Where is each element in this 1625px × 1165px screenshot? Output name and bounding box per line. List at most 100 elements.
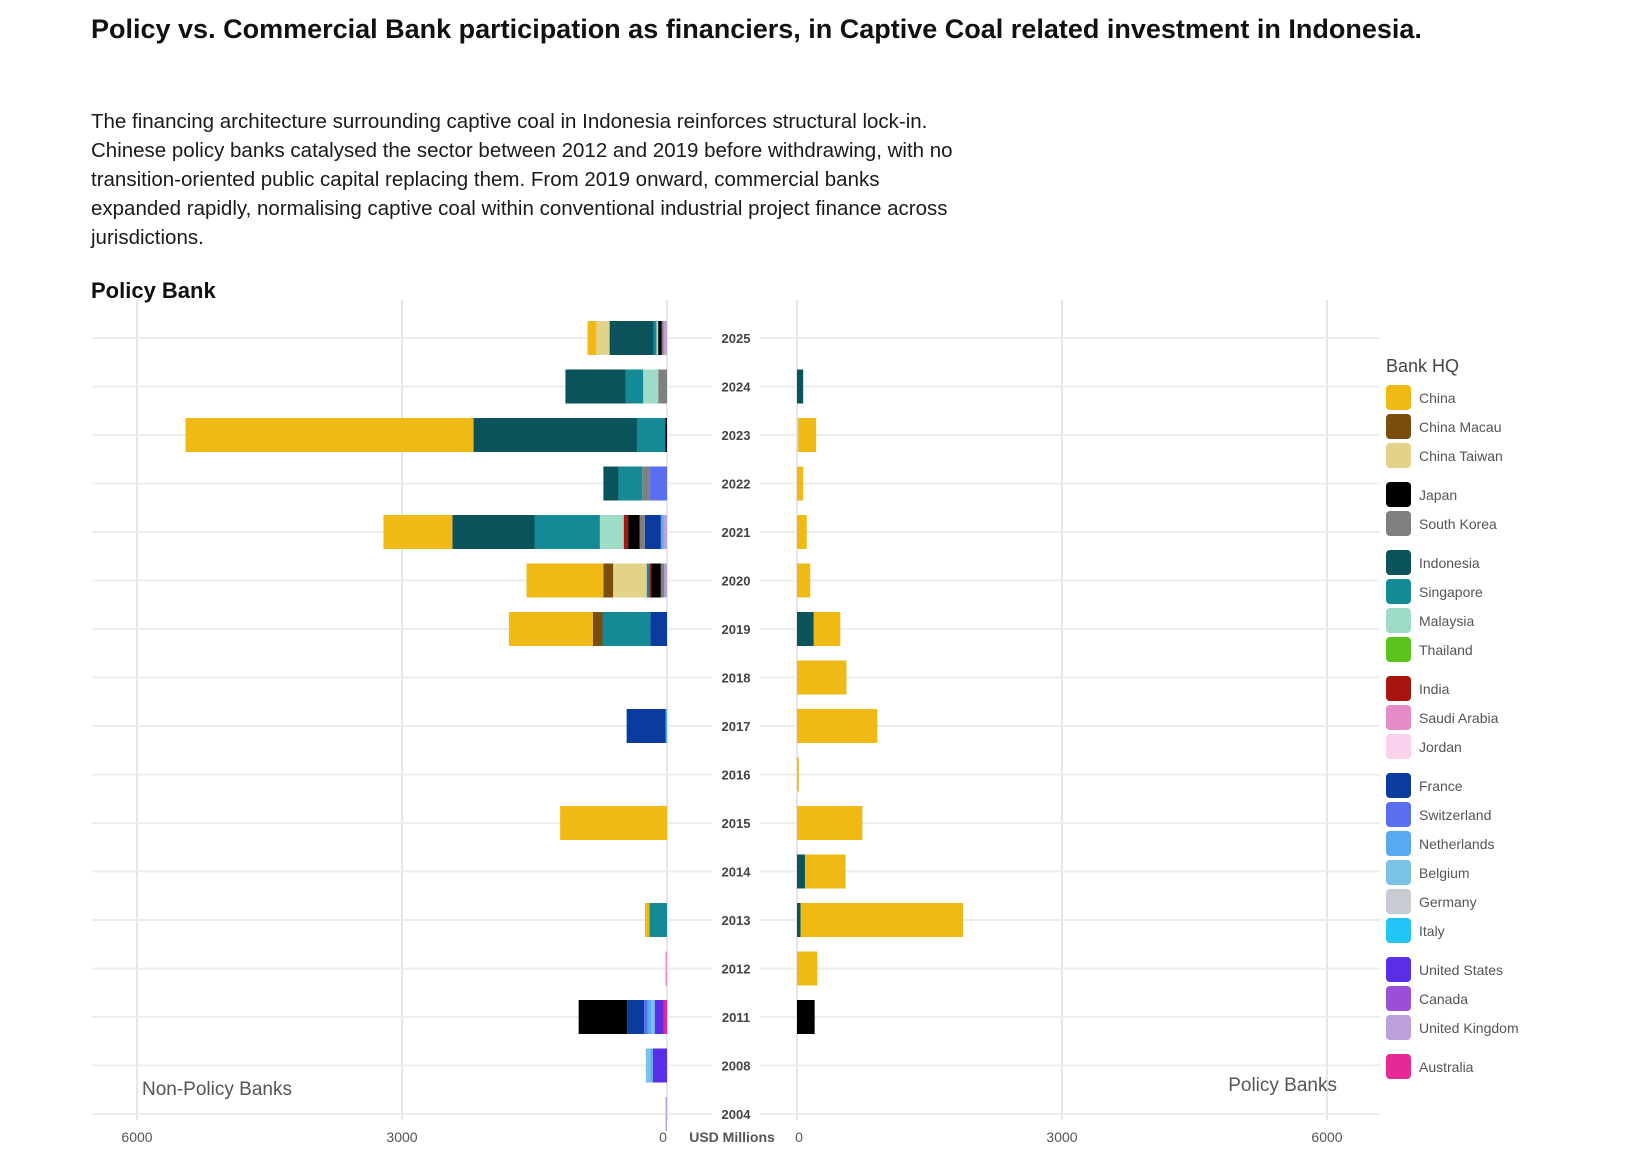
legend-item: Italy: [1386, 916, 1606, 945]
legend-swatch: [1386, 986, 1411, 1011]
bar-segment-non-policy-indonesia: [473, 418, 637, 452]
bar-segment-policy-china: [798, 418, 817, 452]
bar-segment-non-policy-singapore: [649, 903, 667, 937]
bar-segment-non-policy-singapore: [636, 418, 666, 452]
bar-segment-non-policy-australia: [663, 1000, 667, 1034]
bar-segment-non-policy-malaysia: [656, 321, 659, 355]
bar-segment-non-policy-china: [587, 321, 597, 355]
section-label: Policy Bank: [91, 278, 216, 303]
bar-segment-non-policy-singapore: [646, 563, 650, 598]
legend-label: Malaysia: [1419, 612, 1475, 629]
bar-segment-non-policy-china-taiwan: [613, 563, 647, 598]
bar-segment-policy-china: [813, 612, 841, 646]
year-label: 2025: [722, 331, 751, 346]
bar-segment-non-policy-japan: [665, 418, 667, 452]
legend-swatch: [1386, 637, 1411, 662]
bar-segment-policy-indonesia: [797, 854, 805, 889]
year-label: 2012: [722, 962, 751, 977]
axis-ticks: 6000 3000 0 0 3000 6000: [121, 1129, 1342, 1145]
legend-swatch: [1386, 1015, 1411, 1040]
legend-item: United States: [1386, 955, 1606, 984]
year-label: 2004: [722, 1107, 752, 1122]
year-label: 2022: [722, 477, 751, 492]
bar-segment-policy-china: [797, 515, 807, 549]
bar-segment-non-policy-indonesia: [609, 321, 654, 355]
year-label: 2017: [722, 719, 751, 734]
bar-segment-policy-china: [797, 806, 863, 840]
bar-segment-non-policy-japan: [651, 563, 661, 598]
bar-segment-non-policy-china: [383, 515, 453, 549]
bar-segment-non-policy-indonesia: [603, 466, 619, 501]
x-tick-label: 6000: [121, 1129, 152, 1145]
bar-segment-non-policy-china: [560, 806, 667, 840]
bar-segment-non-policy-south-korea: [661, 321, 664, 355]
legend-label: United States: [1419, 961, 1504, 978]
bar-segment-non-policy-japan: [628, 515, 640, 549]
legend-item: Netherlands: [1386, 829, 1606, 858]
legend-swatch: [1386, 550, 1411, 575]
bar-segment-non-policy-france: [627, 1000, 645, 1034]
bar-segment-non-policy-south-korea: [642, 466, 650, 501]
bar-segment-non-policy-india: [649, 563, 652, 598]
legend-item: Canada: [1386, 984, 1606, 1013]
year-label: 2011: [722, 1010, 750, 1025]
legend-label: Saudi Arabia: [1419, 709, 1499, 726]
bar-segment-non-policy-south-korea: [658, 369, 667, 404]
bar-segment-non-policy-singapore: [653, 321, 657, 355]
year-labels: 2025 2024 2023 2022 2021 2020 2019 2018 2017 2016…: [722, 331, 752, 1122]
legend-item: France: [1386, 771, 1606, 800]
x-axis-label: USD Millions: [689, 1129, 775, 1145]
bar-segment-policy-china: [797, 951, 818, 986]
legend-label: Japan: [1419, 486, 1458, 503]
legend-item: Thailand: [1386, 635, 1606, 664]
legend-swatch: [1386, 482, 1411, 507]
legend-swatch: [1386, 734, 1411, 759]
legend-item: United Kingdom: [1386, 1013, 1606, 1042]
legend-item: South Korea: [1386, 509, 1606, 538]
bar-segment-non-policy-singapore: [602, 612, 651, 646]
bar-segment-policy-indonesia: [797, 612, 814, 646]
legend-swatch: [1386, 705, 1411, 730]
bar-segment-non-policy-united-kingdom: [665, 1097, 667, 1131]
bar-segment-policy-japan: [797, 1000, 815, 1034]
bar-segment-non-policy-china: [185, 418, 474, 452]
legend-item: China: [1386, 383, 1606, 412]
legend-swatch: [1386, 1054, 1411, 1079]
x-tick-label: 0: [795, 1129, 803, 1145]
legend-swatch: [1386, 443, 1411, 468]
bar-segment-non-policy-netherlands: [650, 1048, 653, 1083]
bar-segment-non-policy-china-taiwan: [596, 321, 610, 355]
bar-segment-non-policy-netherlands: [660, 515, 664, 549]
bar-segment-policy-china: [797, 466, 804, 501]
bar-segment-policy-indonesia: [797, 903, 801, 937]
legend-title: Bank HQ: [1386, 356, 1460, 376]
bar-segment-non-policy-india: [623, 515, 629, 549]
legend-swatch: [1386, 860, 1411, 885]
legend-item: India: [1386, 674, 1606, 703]
year-label: 2018: [722, 671, 751, 686]
legend-item: China Taiwan: [1386, 441, 1606, 470]
legend-label: Jordan: [1419, 738, 1462, 755]
legend-label: South Korea: [1419, 515, 1497, 532]
bar-segment-non-policy-indonesia: [452, 515, 535, 549]
legend-item: Saudi Arabia: [1386, 703, 1606, 732]
bar-segment-non-policy-united-states: [654, 1000, 664, 1034]
legend-item: Jordan: [1386, 732, 1606, 761]
bar-segment-policy-indonesia: [797, 369, 804, 404]
bar-segment-non-policy-belgium: [645, 1048, 651, 1083]
legend-swatch: [1386, 773, 1411, 798]
legend-swatch: [1386, 385, 1411, 410]
bar-segment-non-policy-malaysia: [643, 369, 659, 404]
legend-swatch: [1386, 889, 1411, 914]
bar-segment-non-policy-indonesia: [565, 369, 626, 404]
x-tick-label: 6000: [1311, 1129, 1342, 1145]
bar-segment-non-policy-united-kingdom: [663, 515, 667, 549]
legend-label: Netherlands: [1419, 835, 1495, 852]
legend-item: Japan: [1386, 480, 1606, 509]
bar-segment-non-policy-china: [508, 612, 593, 646]
bar-segment-non-policy-france: [644, 515, 661, 549]
bar-segment-non-policy-united-kingdom: [663, 321, 667, 355]
bar-segment-policy-china-taiwan: [797, 418, 799, 452]
legend-label: Italy: [1419, 922, 1445, 939]
bar-segment-non-policy-belgium: [651, 1000, 655, 1034]
